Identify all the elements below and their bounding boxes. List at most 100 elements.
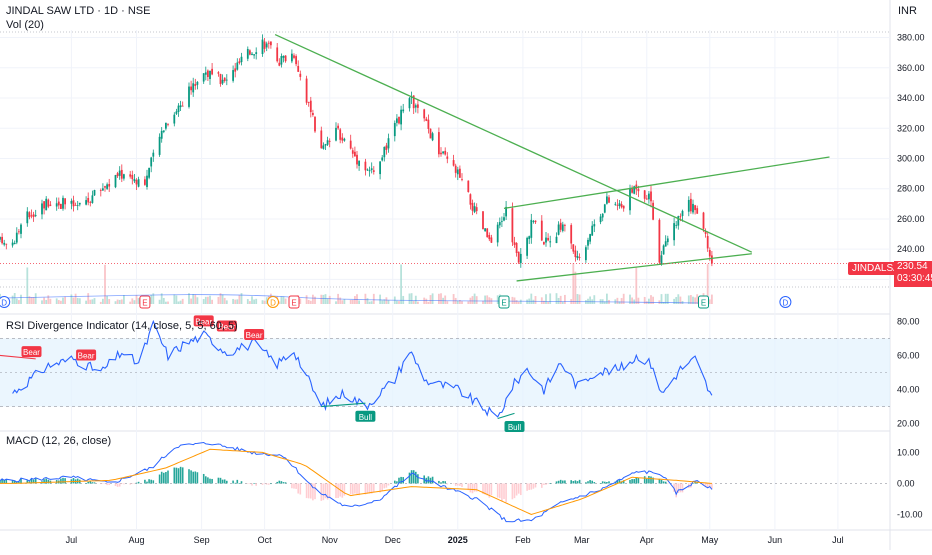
candle-body	[102, 188, 104, 191]
candle-body	[599, 216, 602, 223]
volume-bar	[526, 299, 528, 304]
macd-histogram-bar	[528, 483, 530, 490]
candle-body	[454, 165, 457, 173]
volume-bar	[364, 293, 367, 304]
candle-body	[0, 236, 1, 240]
macd-histogram-bar	[385, 483, 388, 488]
macd-histogram-bar	[280, 481, 283, 484]
volume-bar	[64, 296, 66, 304]
price-tick-label: 260.00	[897, 214, 925, 224]
volume-indicator-label[interactable]: Vol (20)	[6, 19, 44, 31]
macd-histogram-bar	[402, 477, 404, 484]
macd-histogram-bar	[646, 478, 648, 484]
macd-indicator-title[interactable]: MACD (12, 26, close)	[6, 435, 112, 447]
event-marker-label: D	[270, 299, 276, 308]
macd-histogram-bar	[307, 483, 310, 499]
candle-body	[505, 206, 507, 217]
volume-bar	[190, 298, 192, 304]
rsi-divergence-line	[497, 412, 515, 420]
volume-bar	[209, 295, 211, 304]
volume-bar	[114, 301, 117, 304]
macd-histogram-bar	[20, 478, 22, 484]
candle-body	[116, 173, 119, 177]
volume-bar	[549, 293, 552, 304]
candle-body	[173, 114, 176, 124]
volume-bar	[414, 295, 417, 304]
candle-body	[417, 104, 419, 108]
volume-bar	[305, 295, 308, 304]
macd-histogram-bar	[291, 483, 293, 489]
candle-body	[534, 220, 537, 223]
volume-bar	[664, 293, 667, 304]
macd-histogram-bar	[572, 481, 575, 484]
macd-histogram-bar	[34, 478, 37, 484]
volume-bar	[484, 295, 486, 304]
rsi-indicator-title[interactable]: RSI Divergence Indicator (14, close, 5, …	[6, 320, 238, 332]
candle-body	[645, 198, 648, 200]
candle-body	[326, 140, 329, 145]
macd-histogram-bar	[585, 482, 587, 484]
macd-histogram-bar	[221, 479, 224, 484]
volume-bar	[385, 297, 388, 304]
volume-bar	[370, 301, 373, 304]
macd-histogram-bar	[158, 474, 161, 484]
candle-body	[89, 201, 92, 203]
candle-body	[578, 257, 581, 258]
volume-bar	[106, 295, 108, 304]
candle-body	[32, 214, 35, 217]
macd-histogram-bar	[167, 470, 169, 484]
volume-bar	[192, 294, 195, 304]
macd-histogram-bar	[146, 481, 148, 484]
macd-histogram-bar	[175, 467, 178, 484]
currency-label[interactable]: INR	[898, 5, 917, 17]
candle-body	[13, 242, 16, 245]
macd-histogram-bar	[192, 471, 194, 484]
macd-histogram-bar	[599, 483, 602, 484]
macd-histogram-bar	[570, 480, 572, 484]
candle-body	[280, 56, 283, 65]
macd-histogram-bar	[601, 481, 604, 484]
last-price-box: 230.54 03:30:45	[894, 261, 932, 287]
candle-body	[249, 50, 251, 55]
candle-body	[118, 170, 121, 176]
macd-histogram-bar	[650, 476, 652, 484]
macd-histogram-bar	[72, 478, 75, 484]
candle-body	[43, 201, 45, 209]
volume-bar	[165, 301, 167, 304]
volume-bar	[194, 294, 197, 304]
macd-histogram-bar	[129, 483, 131, 485]
candle-body	[265, 43, 268, 48]
earnings-event-marker	[139, 295, 151, 309]
rsi-bear-marker-label: Bear	[218, 323, 235, 332]
macd-histogram-bar	[255, 483, 257, 486]
volume-bar	[368, 301, 371, 304]
candle-body	[396, 118, 398, 123]
earnings-event-marker	[698, 295, 709, 309]
macd-histogram-bar	[578, 479, 581, 484]
candle-body	[402, 109, 405, 112]
volume-bar	[620, 298, 623, 304]
price-tick-label: 380.00	[897, 33, 925, 43]
volume-bar	[60, 300, 62, 304]
macd-histogram-bar	[618, 480, 621, 484]
volume-bar	[253, 299, 255, 304]
candle-body	[299, 73, 302, 77]
candle-body	[18, 231, 20, 233]
candle-body	[284, 55, 287, 62]
macd-histogram-bar	[352, 483, 354, 495]
volume-bar	[173, 294, 176, 304]
macd-histogram-bar	[467, 483, 470, 491]
volume-bar	[606, 293, 608, 304]
macd-histogram-bar	[356, 483, 358, 495]
macd-histogram-bar	[547, 483, 549, 485]
candle-body	[93, 190, 96, 196]
candle-body	[440, 152, 442, 155]
macd-histogram-bar	[32, 479, 35, 484]
macd-histogram-bar	[706, 483, 709, 489]
volume-bar	[162, 297, 165, 304]
rsi-bull-marker-label: Bull	[359, 413, 373, 422]
macd-histogram-bar	[673, 483, 675, 492]
volume-bar	[354, 296, 356, 304]
price-tick-label: 280.00	[897, 184, 925, 194]
volume-bar	[104, 264, 106, 304]
